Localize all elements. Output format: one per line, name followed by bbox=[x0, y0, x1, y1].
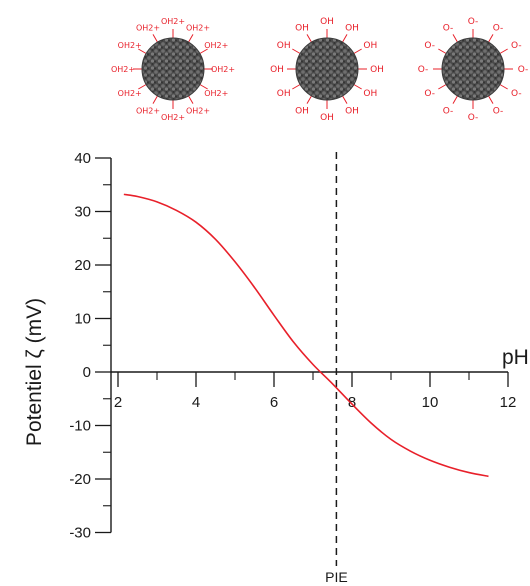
surface-group-label: OH2+ bbox=[118, 41, 142, 50]
surface-group-label: OH2+ bbox=[136, 107, 160, 116]
particle-sphere bbox=[441, 37, 505, 101]
surface-group-label: OH2+ bbox=[136, 23, 160, 32]
surface-group-label: O- bbox=[468, 113, 479, 123]
y-tick-label: 30 bbox=[74, 204, 91, 221]
surface-group-label: O- bbox=[443, 23, 454, 33]
surface-group-label: O- bbox=[443, 107, 454, 117]
series-group bbox=[123, 193, 489, 478]
particle-protonated: OH2+OH2+OH2+OH2+OH2+OH2+OH2+OH2+OH2+OH2+… bbox=[111, 17, 235, 122]
y-axis-title: Potentiel ζ (mV) bbox=[23, 298, 46, 446]
surface-group-label: OH2+ bbox=[186, 107, 210, 116]
surface-group-label: OH bbox=[345, 107, 359, 117]
surface-group-label: OH bbox=[363, 89, 377, 99]
x-tick-label: 10 bbox=[422, 394, 439, 411]
y-tick-label: -10 bbox=[69, 418, 91, 435]
x-tick-label: 2 bbox=[114, 394, 122, 411]
surface-group-label: OH bbox=[345, 23, 359, 33]
surface-group-label: OH2+ bbox=[186, 23, 210, 32]
pie-label: PIE bbox=[325, 569, 348, 585]
y-tick-label: 10 bbox=[74, 311, 91, 328]
zeta-chart: 40 30 20 10 0 -10 -20 -30 2 4 6 8 10 12 PIE Potentie… bbox=[23, 150, 529, 585]
y-tick-label: -30 bbox=[69, 525, 91, 542]
surface-group-label: OH2+ bbox=[161, 113, 185, 122]
surface-group-label: OH bbox=[277, 41, 291, 51]
y-tick-label: 20 bbox=[74, 257, 91, 274]
x-tick-label: 8 bbox=[348, 394, 356, 411]
surface-group-label: OH bbox=[363, 41, 377, 51]
y-tick-label: -20 bbox=[69, 471, 91, 488]
particle-neutral: OH OH OH OH OH OH OH OH OH OH OH OH bbox=[270, 17, 384, 123]
particle-deprotonated: O- O- O- O- O- O- O- O- O- O- O- O- bbox=[418, 17, 529, 123]
surface-group-label: OH bbox=[320, 17, 334, 27]
particle-illustrations: OH2+OH2+OH2+OH2+OH2+OH2+OH2+OH2+OH2+OH2+… bbox=[111, 17, 528, 123]
x-axis: 2 4 6 8 10 12 bbox=[111, 371, 517, 411]
surface-group-label: OH2+ bbox=[204, 89, 228, 98]
surface-group-label: OH2+ bbox=[211, 65, 235, 74]
surface-group-label: O- bbox=[424, 89, 435, 99]
surface-group-label: OH bbox=[277, 89, 291, 99]
particle-sphere bbox=[295, 37, 359, 101]
pie-marker: PIE bbox=[325, 152, 348, 585]
surface-group-label: O- bbox=[418, 65, 429, 75]
particle-sphere bbox=[141, 37, 205, 101]
surface-group-label: O- bbox=[493, 23, 504, 33]
surface-group-label: OH bbox=[295, 107, 309, 117]
surface-group-label: O- bbox=[424, 41, 435, 51]
x-tick-label: 4 bbox=[192, 394, 200, 411]
surface-group-label: OH bbox=[370, 65, 384, 75]
surface-group-label: O- bbox=[468, 17, 479, 27]
y-tick-label: 40 bbox=[74, 150, 91, 167]
surface-group-label: O- bbox=[493, 107, 504, 117]
surface-group-label: OH bbox=[270, 65, 284, 75]
x-axis-title: pH bbox=[502, 346, 529, 369]
surface-group-label: O- bbox=[511, 41, 522, 51]
surface-group-label: OH2+ bbox=[111, 65, 135, 74]
surface-group-label: OH2+ bbox=[204, 41, 228, 50]
surface-group-label: O- bbox=[518, 65, 529, 75]
x-tick-label: 12 bbox=[500, 394, 517, 411]
series-line bbox=[123, 193, 489, 478]
surface-group-label: O- bbox=[511, 89, 522, 99]
x-tick-label: 6 bbox=[270, 394, 278, 411]
surface-group-label: OH bbox=[320, 113, 334, 123]
surface-group-label: OH2+ bbox=[118, 89, 142, 98]
surface-group-label: OH bbox=[295, 23, 309, 33]
y-tick-label: 0 bbox=[83, 364, 91, 381]
y-axis: 40 30 20 10 0 -10 -20 -30 bbox=[69, 150, 112, 542]
surface-group-label: OH2+ bbox=[161, 17, 185, 26]
